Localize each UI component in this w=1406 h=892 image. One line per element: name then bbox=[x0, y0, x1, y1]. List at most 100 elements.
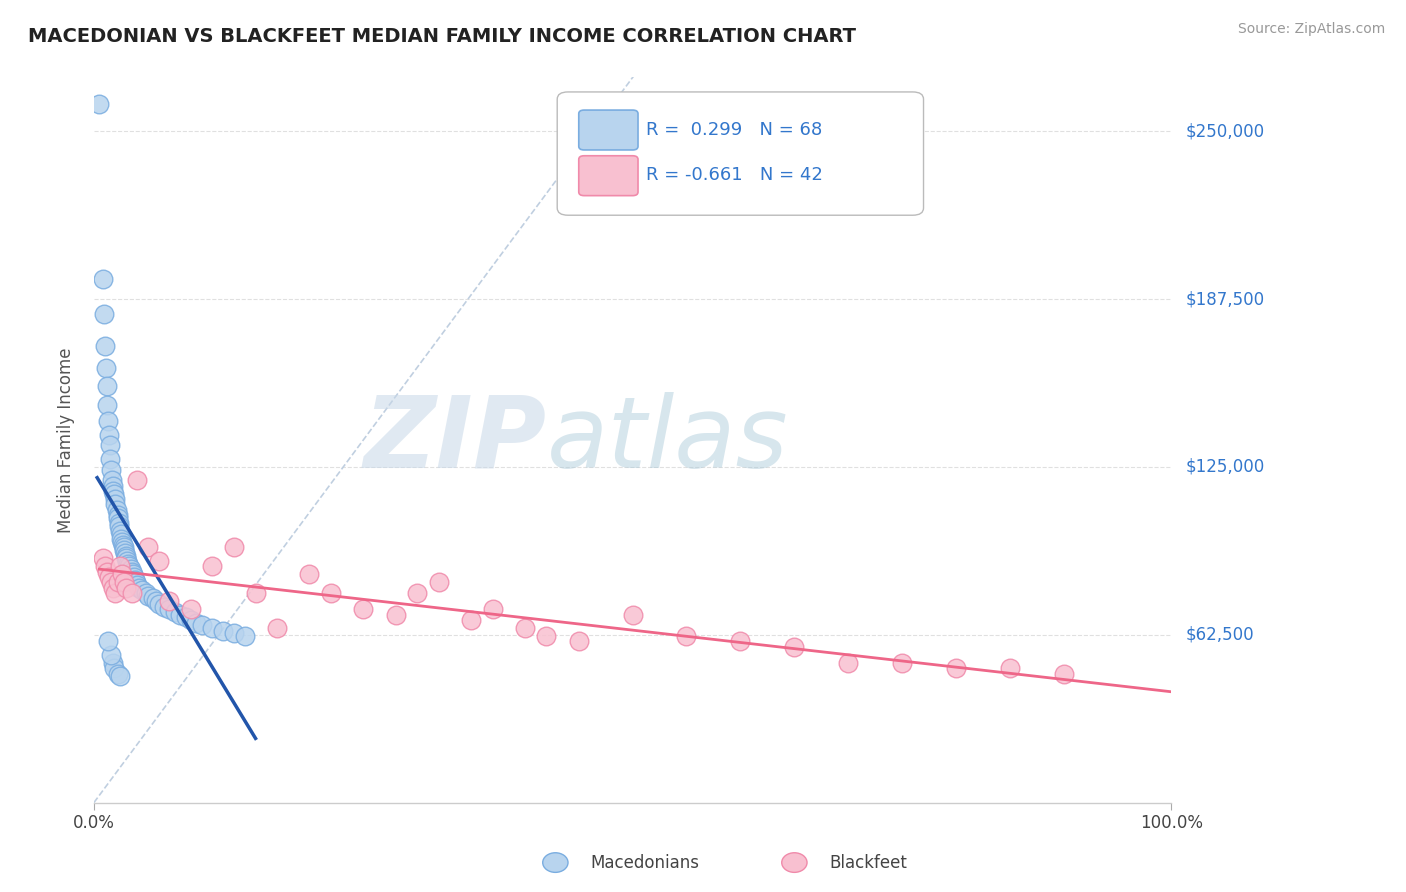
Point bbox=[96, 565, 118, 579]
Point bbox=[157, 594, 180, 608]
Point bbox=[96, 398, 118, 412]
Point bbox=[125, 473, 148, 487]
Point bbox=[100, 462, 122, 476]
Point bbox=[108, 669, 131, 683]
Point bbox=[891, 656, 914, 670]
Text: $125,000: $125,000 bbox=[1185, 458, 1264, 475]
Y-axis label: Median Family Income: Median Family Income bbox=[58, 347, 75, 533]
Point bbox=[103, 487, 125, 501]
Point bbox=[148, 597, 170, 611]
Text: Source: ZipAtlas.com: Source: ZipAtlas.com bbox=[1237, 22, 1385, 37]
Point bbox=[266, 621, 288, 635]
Point bbox=[107, 666, 129, 681]
Text: $62,500: $62,500 bbox=[1185, 625, 1254, 644]
Point bbox=[427, 575, 450, 590]
Text: $250,000: $250,000 bbox=[1185, 122, 1264, 140]
Point bbox=[568, 634, 591, 648]
FancyBboxPatch shape bbox=[579, 110, 638, 150]
Point bbox=[136, 589, 159, 603]
Point bbox=[107, 508, 129, 523]
Point bbox=[460, 613, 482, 627]
Point bbox=[120, 562, 142, 576]
Text: MACEDONIAN VS BLACKFEET MEDIAN FAMILY INCOME CORRELATION CHART: MACEDONIAN VS BLACKFEET MEDIAN FAMILY IN… bbox=[28, 27, 856, 45]
Point bbox=[98, 570, 121, 584]
Point bbox=[111, 535, 134, 549]
Point bbox=[108, 559, 131, 574]
Point bbox=[406, 586, 429, 600]
Text: Macedonians: Macedonians bbox=[591, 854, 700, 871]
Point bbox=[107, 519, 129, 533]
Point bbox=[148, 554, 170, 568]
Text: $187,500: $187,500 bbox=[1185, 290, 1264, 308]
Point bbox=[998, 661, 1021, 675]
Point bbox=[93, 339, 115, 353]
Point bbox=[103, 581, 125, 595]
Point bbox=[117, 554, 139, 568]
Point bbox=[945, 661, 967, 675]
Point bbox=[103, 661, 125, 675]
Point bbox=[91, 272, 114, 286]
Point bbox=[103, 484, 125, 499]
FancyBboxPatch shape bbox=[557, 92, 924, 215]
Point bbox=[513, 621, 536, 635]
Point bbox=[107, 575, 129, 590]
Text: ZIP: ZIP bbox=[363, 392, 547, 489]
Point bbox=[153, 599, 176, 614]
Point bbox=[104, 586, 127, 600]
Point bbox=[112, 541, 135, 555]
Point bbox=[142, 591, 165, 606]
Point bbox=[174, 610, 197, 624]
Point bbox=[536, 629, 558, 643]
Point bbox=[101, 473, 124, 487]
Point bbox=[103, 656, 125, 670]
Text: R = -0.661   N = 42: R = -0.661 N = 42 bbox=[645, 166, 823, 185]
Point bbox=[104, 492, 127, 507]
Point bbox=[111, 567, 134, 582]
Point bbox=[180, 613, 202, 627]
Point bbox=[93, 559, 115, 574]
Text: Blackfeet: Blackfeet bbox=[830, 854, 907, 871]
Point bbox=[783, 640, 806, 654]
Point bbox=[169, 607, 191, 622]
Point bbox=[163, 605, 186, 619]
Point bbox=[117, 557, 139, 571]
Text: atlas: atlas bbox=[547, 392, 787, 489]
Point bbox=[98, 438, 121, 452]
Point bbox=[115, 551, 138, 566]
Point bbox=[110, 527, 132, 541]
Point bbox=[115, 581, 138, 595]
Point bbox=[107, 516, 129, 531]
Point bbox=[98, 451, 121, 466]
Point bbox=[108, 524, 131, 539]
Point bbox=[115, 549, 138, 563]
Point bbox=[128, 581, 150, 595]
Point bbox=[136, 541, 159, 555]
Point bbox=[730, 634, 752, 648]
Point bbox=[114, 546, 136, 560]
Point bbox=[112, 543, 135, 558]
FancyBboxPatch shape bbox=[579, 156, 638, 195]
Point bbox=[190, 618, 212, 632]
Point bbox=[837, 656, 859, 670]
Point bbox=[1052, 666, 1074, 681]
Point bbox=[121, 586, 143, 600]
Point bbox=[103, 478, 125, 492]
Point bbox=[112, 575, 135, 590]
Point bbox=[105, 503, 128, 517]
Point bbox=[186, 615, 208, 630]
Point bbox=[384, 607, 406, 622]
Point bbox=[96, 379, 118, 393]
Point bbox=[111, 538, 134, 552]
Point bbox=[222, 541, 245, 555]
Point bbox=[121, 565, 143, 579]
Point bbox=[298, 567, 321, 582]
Point bbox=[352, 602, 374, 616]
Point bbox=[135, 586, 157, 600]
Point bbox=[145, 594, 167, 608]
Point bbox=[107, 511, 129, 525]
Point bbox=[94, 360, 117, 375]
Point bbox=[122, 570, 145, 584]
Point bbox=[233, 629, 256, 643]
Point bbox=[245, 586, 267, 600]
Point bbox=[180, 602, 202, 616]
